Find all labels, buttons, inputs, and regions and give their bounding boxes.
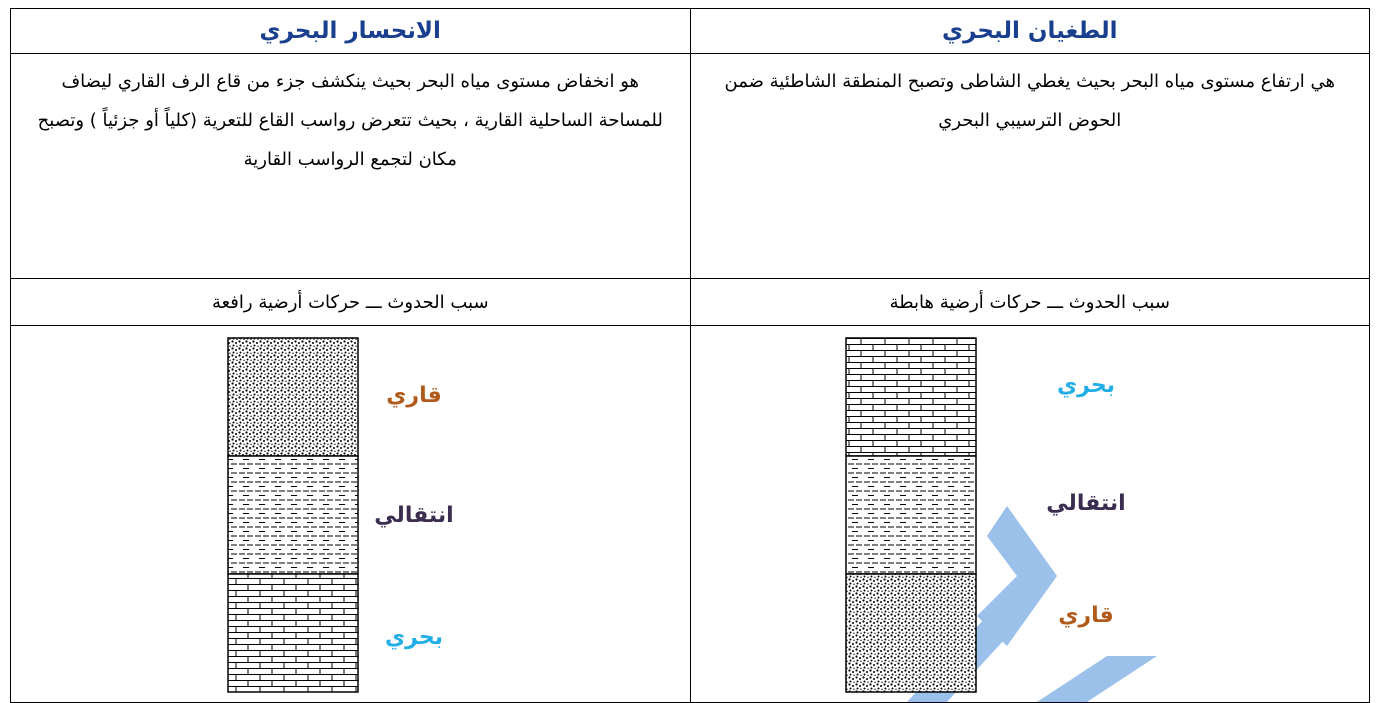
diagram-cell: قاري انتقالي بحري: [10, 325, 691, 703]
layer-label: قاري: [1058, 603, 1114, 628]
header: الطغيان البحري: [689, 8, 1370, 54]
sandstone-layer: [226, 337, 359, 457]
shale-layer: [226, 455, 359, 575]
layer-label: انتقالي: [374, 503, 453, 528]
shale-layer: [845, 455, 977, 575]
definition: هي ارتفاع مستوى مياه البحر بحيث يغطي الش…: [689, 53, 1370, 279]
layer-label: قاري: [386, 383, 442, 408]
layer-label: بحري: [385, 625, 443, 650]
cause: سبب الحدوث ـــ حركات أرضية هابطة: [689, 278, 1370, 326]
header: الانحسار البحري: [10, 8, 691, 54]
comparison-table: الطغيان البحري الانحسار البحري هي ارتفاع…: [10, 8, 1370, 703]
limestone-layer: [226, 573, 359, 693]
layer-label: انتقالي: [1046, 491, 1125, 516]
regression-diagram: قاري انتقالي بحري: [226, 337, 453, 693]
sandstone-layer: [845, 573, 977, 693]
cause: سبب الحدوث ـــ حركات أرضية رافعة: [10, 278, 691, 326]
limestone-layer: [845, 337, 977, 457]
diagram-cell: بحري انتقالي قاري: [689, 325, 1370, 703]
layer-label: بحري: [1057, 373, 1115, 398]
definition: هو انخفاض مستوى مياه البحر بحيث ينكشف جز…: [10, 53, 691, 279]
transgression-diagram: بحري انتقالي قاري: [845, 337, 1157, 702]
